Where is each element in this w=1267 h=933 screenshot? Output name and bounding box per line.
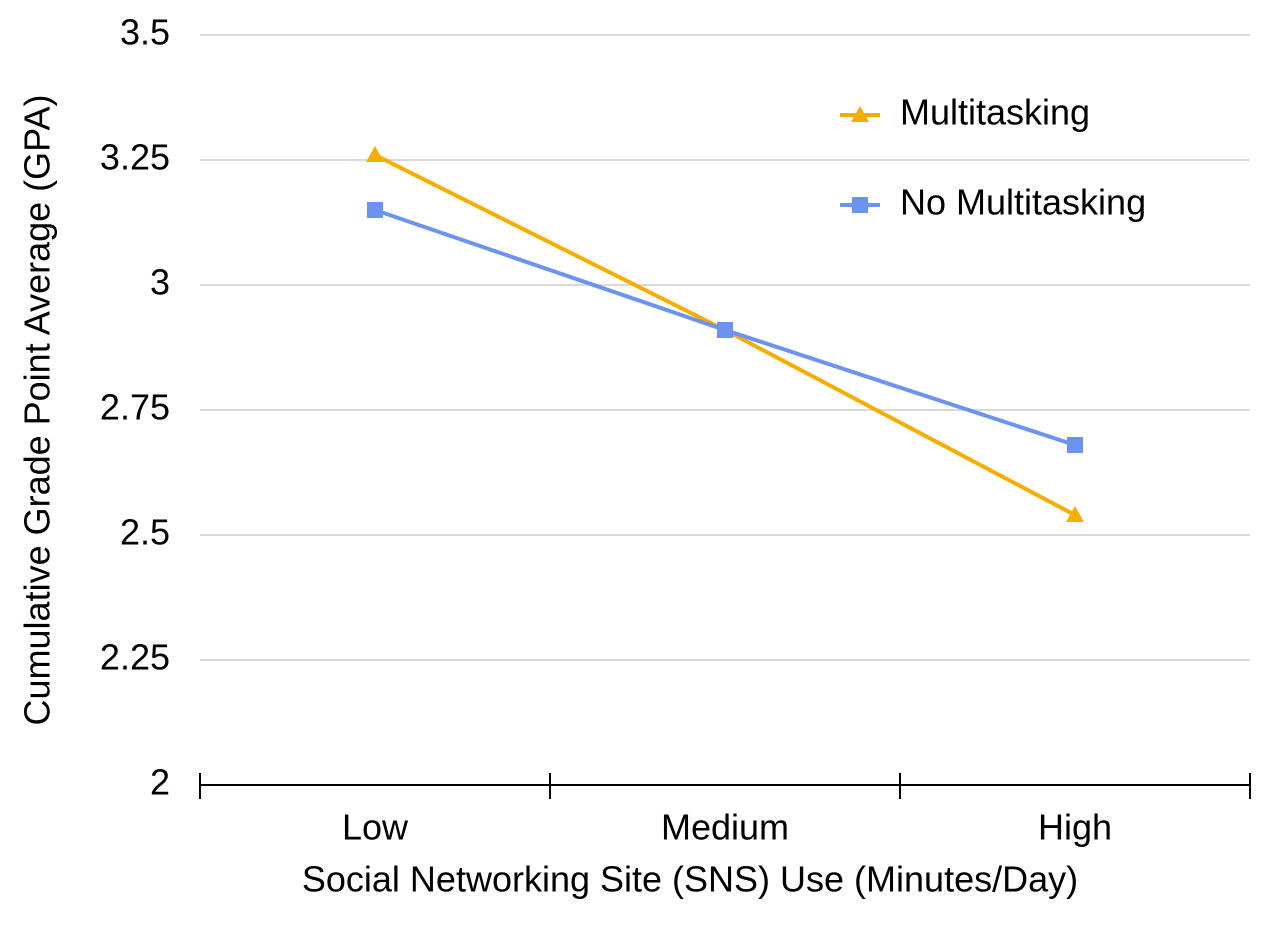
- marker: [1066, 506, 1084, 522]
- legend-label: No Multitasking: [900, 182, 1146, 223]
- marker: [717, 322, 733, 338]
- legend-item: No Multitasking: [840, 182, 1146, 223]
- legend-marker: [851, 106, 869, 122]
- y-tick-label: 2.25: [100, 637, 170, 678]
- y-tick-label: 2.75: [100, 387, 170, 428]
- legend-marker: [852, 197, 868, 213]
- marker: [366, 146, 384, 162]
- legend-item: Multitasking: [840, 92, 1090, 133]
- y-axis-title: Cumulative Grade Point Average (GPA): [17, 95, 58, 726]
- x-tick-label: High: [1038, 807, 1112, 848]
- y-tick-label: 2: [150, 762, 170, 803]
- y-tick-label: 3.5: [120, 12, 170, 53]
- x-tick-label: Medium: [661, 807, 789, 848]
- y-tick-label: 2.5: [120, 512, 170, 553]
- legend-label: Multitasking: [900, 92, 1090, 133]
- y-tick-label: 3.25: [100, 137, 170, 178]
- y-tick-label: 3: [150, 262, 170, 303]
- x-axis-title: Social Networking Site (SNS) Use (Minute…: [302, 859, 1078, 900]
- marker: [367, 202, 383, 218]
- x-tick-label: Low: [342, 807, 409, 848]
- marker: [1067, 437, 1083, 453]
